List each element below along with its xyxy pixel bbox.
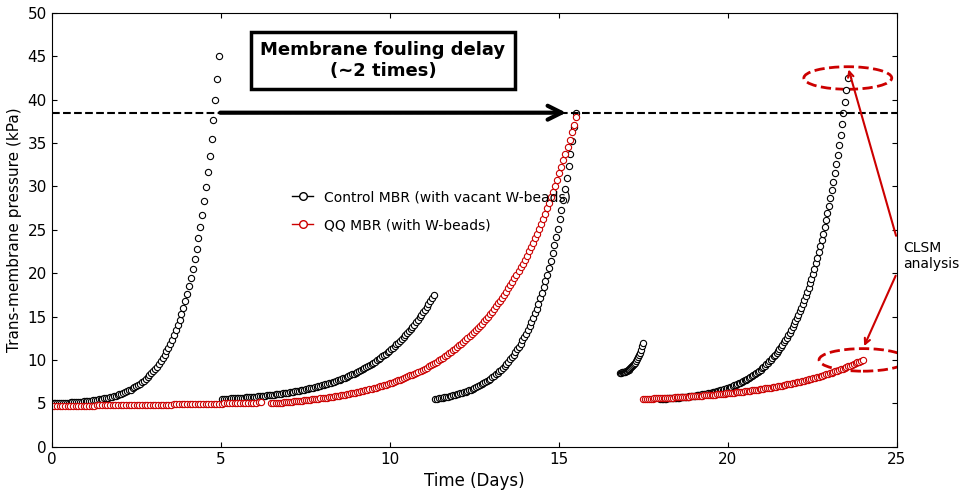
Text: Membrane fouling delay
(~2 times): Membrane fouling delay (~2 times) (261, 41, 505, 80)
Text: CLSM
analysis: CLSM analysis (903, 241, 960, 271)
X-axis label: Time (Days): Time (Days) (424, 472, 525, 490)
Y-axis label: Trans-membrane pressure (kPa): Trans-membrane pressure (kPa) (7, 107, 22, 352)
Legend: Control MBR (with vacant W-beads), QQ MBR (with W-beads): Control MBR (with vacant W-beads), QQ MB… (287, 185, 577, 238)
